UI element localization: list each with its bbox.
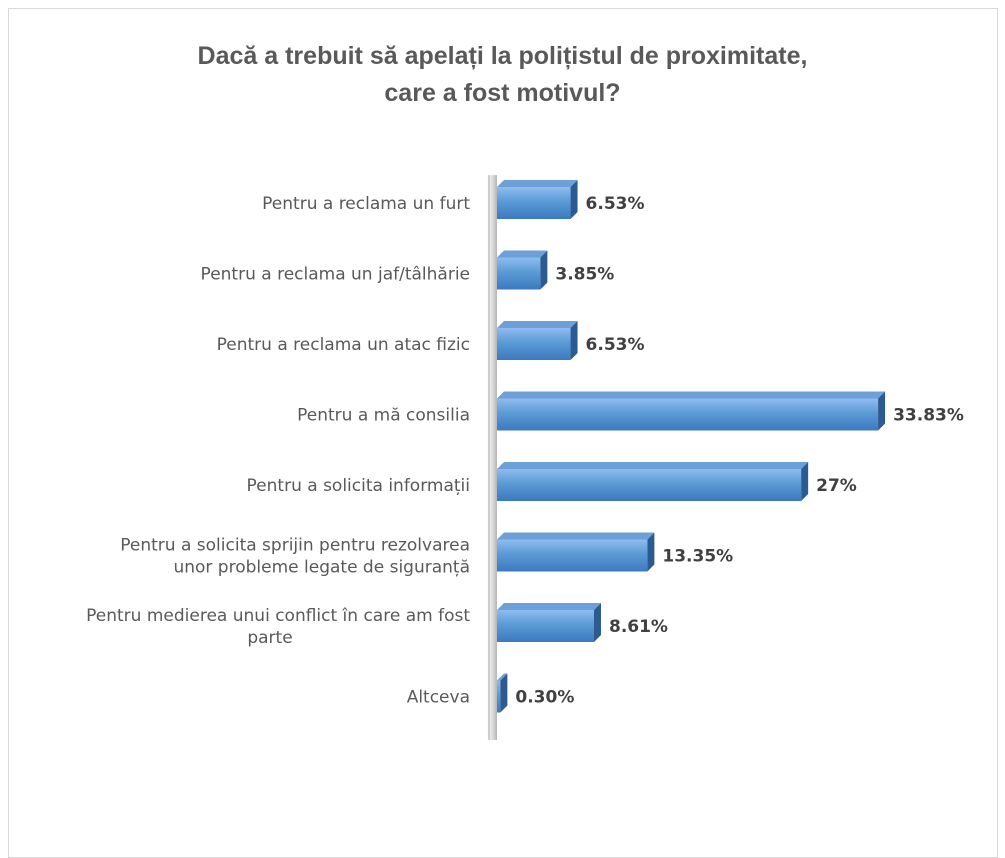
bar-side-face — [878, 391, 886, 431]
category-label: Pentru medierea unui conflict în care am… — [86, 606, 470, 626]
bar-group — [497, 391, 886, 431]
bar — [497, 328, 571, 360]
bar-group — [497, 250, 548, 290]
category-label: Pentru a reclama un jaf/tâlhărie — [201, 265, 470, 285]
data-label: 13.35% — [662, 547, 733, 567]
chart-title-line-2: care a fost motivul? — [384, 79, 621, 107]
data-label: 3.85% — [555, 265, 614, 285]
bar — [497, 610, 594, 642]
bar-group — [497, 673, 508, 713]
category-label: Pentru a solicita sprijin pentru rezolva… — [120, 536, 470, 556]
bar-group — [497, 462, 809, 501]
category-label: parte — [247, 628, 292, 648]
axis-wall-shadow — [487, 175, 497, 740]
bar — [497, 469, 802, 501]
bar-top-face — [497, 673, 508, 681]
bar-top-face — [497, 180, 578, 187]
bar-side-face — [500, 673, 508, 713]
chart-title-line-1: Dacă a trebuit să apelați la polițistul … — [197, 42, 808, 70]
data-label: 8.61% — [609, 617, 668, 637]
data-label: 33.83% — [893, 406, 964, 426]
bars-layer — [497, 180, 886, 713]
bar-side-face — [570, 321, 578, 360]
bar-top-face — [497, 321, 578, 328]
bar-side-face — [540, 250, 548, 290]
bar — [497, 187, 571, 219]
bar-top-face — [497, 250, 548, 258]
bar-side-face — [801, 462, 809, 501]
data-label: 6.53% — [586, 194, 645, 214]
bar-group — [497, 603, 601, 642]
axis-layer — [487, 175, 497, 740]
category-label: Pentru a mă consilia — [297, 406, 470, 426]
bar-side-face — [570, 180, 578, 219]
bar-side-face — [593, 603, 601, 642]
category-label: Altceva — [407, 688, 470, 708]
category-label: unor probleme legate de siguranță — [173, 558, 470, 578]
category-label: Pentru a reclama un furt — [262, 194, 470, 214]
bar-group — [497, 180, 578, 219]
bar — [497, 257, 541, 290]
chart-title: Dacă a trebuit să apelați la polițistul … — [0, 38, 1005, 112]
labels-layer: 6.53% Pentru a reclama un furt 3.85% Pentru… — [86, 194, 964, 708]
bar-top-face — [497, 462, 809, 469]
data-label: 0.30% — [515, 688, 574, 708]
category-label: Pentru a reclama un atac fizic — [217, 335, 470, 355]
bar-group — [497, 321, 578, 360]
bar-top-face — [497, 391, 886, 399]
bar-top-face — [497, 603, 601, 610]
bar — [497, 539, 648, 572]
bar-top-face — [497, 532, 655, 540]
bar — [497, 398, 879, 431]
bar-group — [497, 532, 655, 572]
category-label: Pentru a solicita informații — [247, 476, 470, 496]
bar-side-face — [647, 532, 655, 572]
chart-frame — [8, 8, 998, 858]
data-label: 27% — [816, 476, 857, 496]
data-label: 6.53% — [586, 335, 645, 355]
bar — [497, 680, 501, 713]
